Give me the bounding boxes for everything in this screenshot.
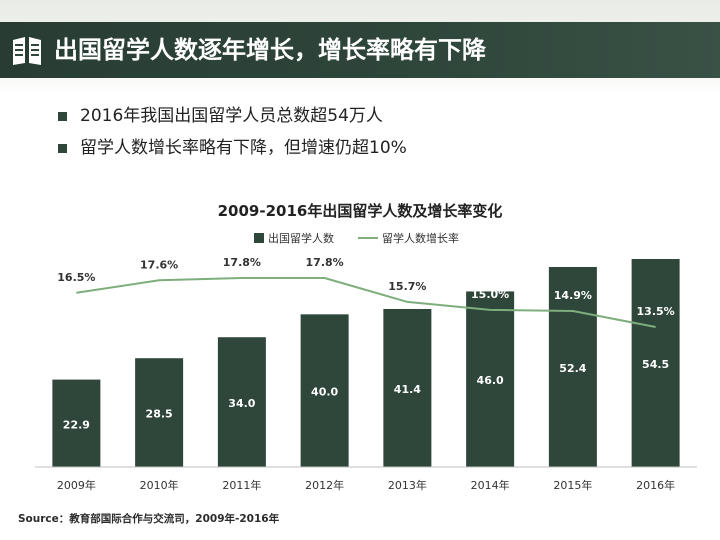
growth-rate-line bbox=[76, 277, 656, 328]
line-value-label: 13.5% bbox=[637, 305, 675, 318]
bar-series: 22.9 28.5 34.0 40.0 41.4 46.0 52.4 54.5 bbox=[52, 258, 680, 467]
line-value-label: 16.5% bbox=[57, 271, 95, 284]
source-note: Source：教育部国际合作与交流司，2009年-2016年 bbox=[18, 513, 280, 525]
x-tick-label: 2010年 bbox=[140, 478, 179, 492]
bullet-list: 2016年我国出国留学人员总数超54万人 留学人数增长率略有下降，但增速仍超10… bbox=[58, 100, 407, 164]
bar-value-label: 52.4 bbox=[559, 362, 586, 375]
x-tick-label: 2015年 bbox=[553, 478, 592, 492]
bullet-marker bbox=[58, 112, 67, 121]
line-value-label: 15.0% bbox=[471, 288, 509, 301]
x-tick-label: 2013年 bbox=[388, 478, 427, 492]
line-value-label: 17.6% bbox=[140, 258, 178, 271]
bar bbox=[135, 358, 184, 467]
bullet-text: 留学人数增长率略有下降，但增速仍超10% bbox=[80, 138, 407, 158]
bullet-text: 2016年我国出国留学人员总数超54万人 bbox=[80, 106, 383, 126]
bar bbox=[52, 379, 101, 467]
x-tick-label: 2012年 bbox=[305, 478, 344, 492]
page-title: 出国留学人数逐年增长，增长率略有下降 bbox=[54, 36, 486, 64]
line-value-label: 17.8% bbox=[223, 256, 261, 269]
x-tick-label: 2011年 bbox=[222, 478, 261, 492]
bar bbox=[383, 308, 432, 467]
line-series: 16.5% 17.6% 17.8% 17.8% 15.7% 15.0% 14.9% 13.5% bbox=[57, 256, 675, 328]
bullet-marker bbox=[58, 144, 67, 153]
bullet-item: 2016年我国出国留学人员总数超54万人 bbox=[58, 100, 407, 132]
bar-value-label: 40.0 bbox=[311, 386, 338, 399]
header-bar: 出国留学人数逐年增长，增长率略有下降 bbox=[0, 22, 720, 78]
bar bbox=[631, 258, 680, 467]
bullet-item: 留学人数增长率略有下降，但增速仍超10% bbox=[58, 132, 407, 164]
legend-label-bar: 出国留学人数 bbox=[268, 231, 334, 245]
bar bbox=[217, 337, 266, 467]
x-tick-label: 2009年 bbox=[57, 478, 96, 492]
bar-value-label: 22.9 bbox=[63, 418, 90, 431]
x-tick-label: 2016年 bbox=[636, 478, 675, 492]
line-value-label: 17.8% bbox=[306, 256, 344, 269]
bar bbox=[548, 267, 597, 467]
bar bbox=[300, 314, 349, 467]
line-value-label: 15.7% bbox=[388, 280, 426, 293]
line-value-label: 14.9% bbox=[554, 289, 592, 302]
bar-value-label: 34.0 bbox=[228, 397, 255, 410]
bar-value-label: 28.5 bbox=[146, 408, 173, 421]
bar-value-label: 54.5 bbox=[642, 358, 669, 371]
x-axis: 2009年 2010年 2011年 2012年 2013年 2014年 2015年 2016年 bbox=[35, 466, 697, 492]
chart-title: 2009-2016年出国留学人数及增长率变化 bbox=[218, 202, 503, 220]
bar-value-label: 41.4 bbox=[394, 383, 421, 396]
bar-value-label: 46.0 bbox=[477, 374, 504, 387]
chart-legend: 出国留学人数 留学人数增长率 bbox=[254, 231, 459, 245]
bar bbox=[466, 291, 515, 467]
legend-label-line: 留学人数增长率 bbox=[382, 231, 459, 245]
combo-chart: 2009-2016年出国留学人数及增长率变化 出国留学人数 留学人数增长率 22.… bbox=[35, 202, 697, 492]
x-tick-label: 2014年 bbox=[471, 478, 510, 492]
legend-swatch-bar bbox=[254, 233, 264, 243]
book-icon bbox=[13, 37, 41, 65]
